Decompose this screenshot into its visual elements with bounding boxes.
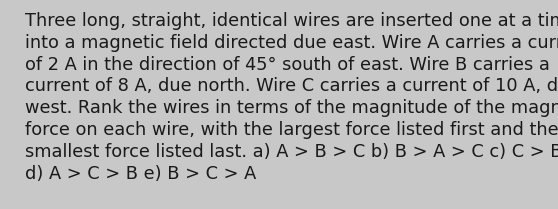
Text: smallest force listed last. a) A > B > C b) B > A > C c) C > B > A: smallest force listed last. a) A > B > C… [25, 143, 558, 161]
Text: into a magnetic field directed due east. Wire A carries a current: into a magnetic field directed due east.… [25, 34, 558, 52]
Text: of 2 A in the direction of 45° south of east. Wire B carries a: of 2 A in the direction of 45° south of … [25, 56, 550, 74]
Text: d) A > C > B e) B > C > A: d) A > C > B e) B > C > A [25, 165, 256, 183]
Text: force on each wire, with the largest force listed first and the: force on each wire, with the largest for… [25, 121, 558, 139]
Text: Three long, straight, identical wires are inserted one at a time: Three long, straight, identical wires ar… [25, 12, 558, 30]
Text: west. Rank the wires in terms of the magnitude of the magnetic: west. Rank the wires in terms of the mag… [25, 99, 558, 117]
Text: current of 8 A, due north. Wire C carries a current of 10 A, due: current of 8 A, due north. Wire C carrie… [25, 77, 558, 95]
